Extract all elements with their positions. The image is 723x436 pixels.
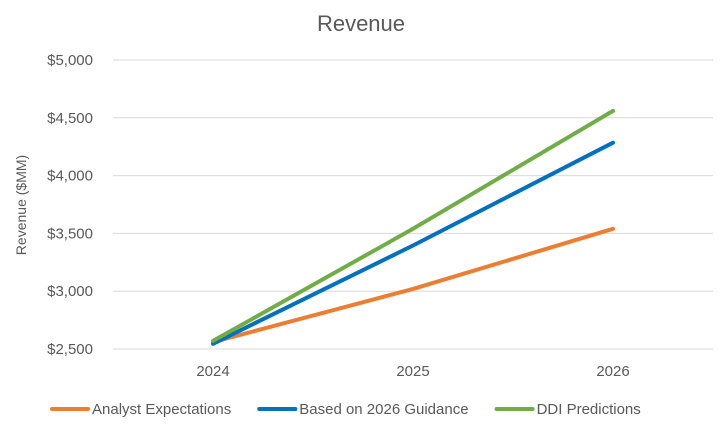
y-tick-label: $3,500 bbox=[47, 225, 93, 242]
x-tick-label: 2026 bbox=[596, 363, 629, 380]
legend-label-based-on-2026-guidance: Based on 2026 Guidance bbox=[299, 401, 468, 418]
x-tick-label: 2025 bbox=[396, 363, 429, 380]
y-tick-label: $2,500 bbox=[47, 341, 93, 358]
series-line-based-on-2026-guidance bbox=[211, 140, 615, 346]
legend: Analyst Expectations Based on 2026 Guidan… bbox=[50, 401, 641, 418]
y-tick-label: $4,500 bbox=[47, 110, 93, 127]
y-axis-label: Revenue ($MM) bbox=[13, 155, 29, 255]
chart-title: Revenue bbox=[317, 11, 405, 36]
y-tick-label: $3,000 bbox=[47, 283, 93, 300]
series-lines bbox=[211, 108, 615, 346]
x-tick-label: 2024 bbox=[196, 363, 229, 380]
x-axis-ticks: 2024 2025 2026 bbox=[196, 363, 629, 380]
y-axis-ticks: $2,500 $3,000 $3,500 $4,000 $4,500 $5,000 bbox=[47, 52, 93, 358]
series-line-ddi-predictions bbox=[211, 108, 615, 343]
series-line-analyst-expectations bbox=[211, 226, 615, 345]
y-tick-label: $4,000 bbox=[47, 168, 93, 185]
legend-label-analyst-expectations: Analyst Expectations bbox=[92, 401, 231, 418]
y-tick-label: $5,000 bbox=[47, 52, 93, 69]
legend-label-ddi-predictions: DDI Predictions bbox=[537, 401, 641, 418]
gridlines bbox=[113, 59, 713, 350]
